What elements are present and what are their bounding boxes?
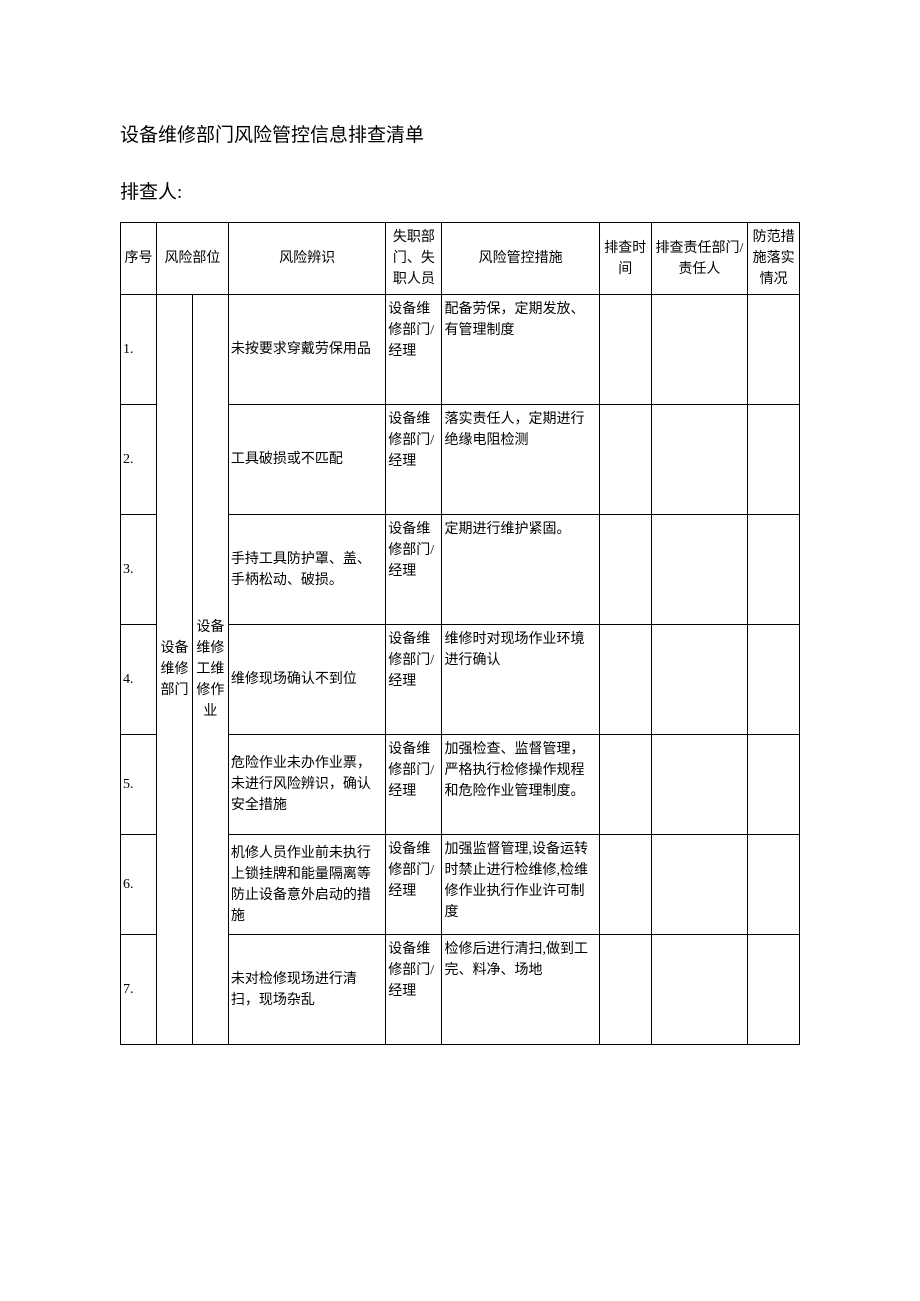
cell-dept: 设备维修部门/经理 <box>386 835 442 935</box>
cell-time <box>599 625 651 735</box>
cell-time <box>599 405 651 515</box>
cell-risk: 机修人员作业前未执行上锁挂牌和能量隔离等防止设备意外启动的措施 <box>228 835 385 935</box>
cell-risk: 工具破损或不匹配 <box>228 405 385 515</box>
cell-resp <box>651 935 748 1045</box>
cell-seq: 2. <box>121 405 157 515</box>
table-row: 1. 设备维修部门 设备维修工维修作业 未按要求穿戴劳保用品 设备维修部门/经理… <box>121 295 800 405</box>
cell-risk: 危险作业未办作业票，未进行风险辨识，确认安全措施 <box>228 735 385 835</box>
cell-measure: 加强检查、监督管理，严格执行检修操作规程和危险作业管理制度。 <box>442 735 599 835</box>
header-resp: 排查责任部门/责任人 <box>651 223 748 295</box>
cell-impl <box>748 405 800 515</box>
cell-seq: 5. <box>121 735 157 835</box>
cell-measure: 配备劳保，定期发放、有管理制度 <box>442 295 599 405</box>
cell-resp <box>651 835 748 935</box>
cell-time <box>599 835 651 935</box>
cell-time <box>599 935 651 1045</box>
header-part: 风险部位 <box>156 223 228 295</box>
cell-dept: 设备维修部门/经理 <box>386 735 442 835</box>
cell-impl <box>748 625 800 735</box>
cell-resp <box>651 625 748 735</box>
cell-resp <box>651 515 748 625</box>
cell-dept: 设备维修部门/经理 <box>386 935 442 1045</box>
cell-dept: 设备维修部门/经理 <box>386 625 442 735</box>
cell-seq: 4. <box>121 625 157 735</box>
cell-time <box>599 295 651 405</box>
cell-span-part1: 设备维修部门 <box>156 295 192 1045</box>
cell-risk: 未按要求穿戴劳保用品 <box>228 295 385 405</box>
cell-seq: 7. <box>121 935 157 1045</box>
cell-seq: 3. <box>121 515 157 625</box>
cell-resp <box>651 295 748 405</box>
cell-risk: 维修现场确认不到位 <box>228 625 385 735</box>
cell-measure: 定期进行维护紧固。 <box>442 515 599 625</box>
cell-impl <box>748 935 800 1045</box>
cell-impl <box>748 835 800 935</box>
cell-risk: 手持工具防护罩、盖、手柄松动、破损。 <box>228 515 385 625</box>
cell-risk: 未对检修现场进行清扫，现场杂乱 <box>228 935 385 1045</box>
inspector-label: 排查人: <box>120 177 800 204</box>
cell-dept: 设备维修部门/经理 <box>386 515 442 625</box>
cell-measure: 检修后进行清扫,做到工完、料净、场地 <box>442 935 599 1045</box>
cell-dept: 设备维修部门/经理 <box>386 295 442 405</box>
cell-measure: 落实责任人，定期进行绝缘电阻检测 <box>442 405 599 515</box>
cell-time <box>599 515 651 625</box>
cell-resp <box>651 405 748 515</box>
cell-impl <box>748 295 800 405</box>
cell-impl <box>748 735 800 835</box>
cell-seq: 1. <box>121 295 157 405</box>
risk-table: 序号 风险部位 风险辨识 失职部门、失职人员 风险管控措施 排查时间 排查责任部… <box>120 222 800 1045</box>
header-risk: 风险辨识 <box>228 223 385 295</box>
cell-dept: 设备维修部门/经理 <box>386 405 442 515</box>
cell-resp <box>651 735 748 835</box>
header-measure: 风险管控措施 <box>442 223 599 295</box>
header-dept: 失职部门、失职人员 <box>386 223 442 295</box>
cell-seq: 6. <box>121 835 157 935</box>
document-title: 设备维修部门风险管控信息排查清单 <box>120 120 800 147</box>
header-impl: 防范措施落实情况 <box>748 223 800 295</box>
cell-measure: 维修时对现场作业环境进行确认 <box>442 625 599 735</box>
cell-time <box>599 735 651 835</box>
cell-span-part2: 设备维修工维修作业 <box>192 295 228 1045</box>
cell-impl <box>748 515 800 625</box>
header-seq: 序号 <box>121 223 157 295</box>
header-time: 排查时间 <box>599 223 651 295</box>
table-header-row: 序号 风险部位 风险辨识 失职部门、失职人员 风险管控措施 排查时间 排查责任部… <box>121 223 800 295</box>
cell-measure: 加强监督管理,设备运转时禁止进行检维修,检维修作业执行作业许可制度 <box>442 835 599 935</box>
